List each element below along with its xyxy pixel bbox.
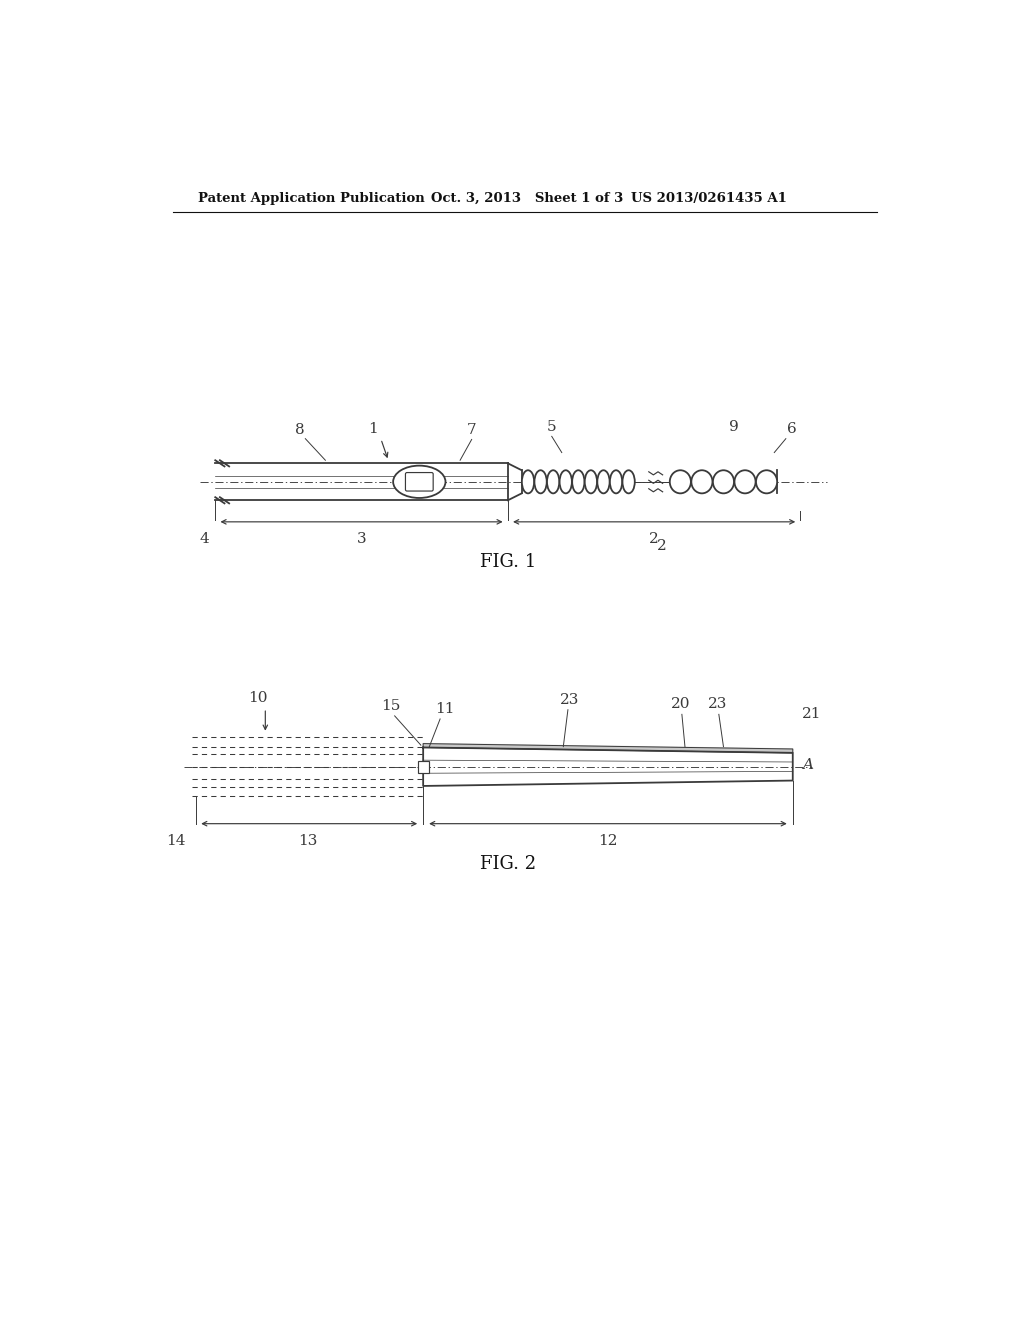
Text: Oct. 3, 2013   Sheet 1 of 3: Oct. 3, 2013 Sheet 1 of 3 (431, 191, 624, 205)
Ellipse shape (623, 470, 635, 494)
Ellipse shape (713, 470, 734, 494)
Ellipse shape (535, 470, 547, 494)
Text: 13: 13 (298, 834, 317, 847)
Ellipse shape (585, 470, 597, 494)
Text: 21: 21 (802, 706, 821, 721)
Text: 12: 12 (598, 834, 617, 847)
Ellipse shape (691, 470, 713, 494)
Text: 5: 5 (547, 420, 557, 434)
Bar (418, 760, 429, 774)
Text: 11: 11 (435, 702, 455, 715)
Text: US 2013/0261435 A1: US 2013/0261435 A1 (631, 191, 786, 205)
Text: 23: 23 (708, 697, 727, 711)
Ellipse shape (610, 470, 623, 494)
Text: 10: 10 (248, 692, 267, 705)
Ellipse shape (522, 470, 535, 494)
Text: Patent Application Publication: Patent Application Publication (199, 191, 425, 205)
Ellipse shape (547, 470, 559, 494)
Ellipse shape (572, 470, 585, 494)
Text: 6: 6 (786, 422, 797, 437)
Text: FIG. 2: FIG. 2 (480, 855, 536, 873)
Text: 9: 9 (729, 420, 738, 434)
Text: 14: 14 (167, 834, 186, 847)
Text: 3: 3 (356, 532, 367, 546)
FancyBboxPatch shape (406, 473, 433, 491)
Text: 8: 8 (295, 424, 305, 437)
Text: A: A (802, 758, 813, 772)
Text: FIG. 1: FIG. 1 (479, 553, 536, 570)
Ellipse shape (597, 470, 609, 494)
Ellipse shape (393, 466, 445, 498)
Text: 2: 2 (657, 539, 667, 553)
Text: 23: 23 (560, 693, 580, 706)
Ellipse shape (559, 470, 571, 494)
Ellipse shape (756, 470, 777, 494)
Polygon shape (423, 743, 793, 752)
Text: 20: 20 (671, 697, 690, 711)
Text: 4: 4 (200, 532, 209, 546)
Text: 1: 1 (369, 422, 378, 437)
Text: 15: 15 (381, 698, 400, 713)
Text: 2: 2 (649, 532, 659, 546)
Text: 7: 7 (467, 424, 476, 437)
Ellipse shape (670, 470, 691, 494)
Ellipse shape (734, 470, 756, 494)
